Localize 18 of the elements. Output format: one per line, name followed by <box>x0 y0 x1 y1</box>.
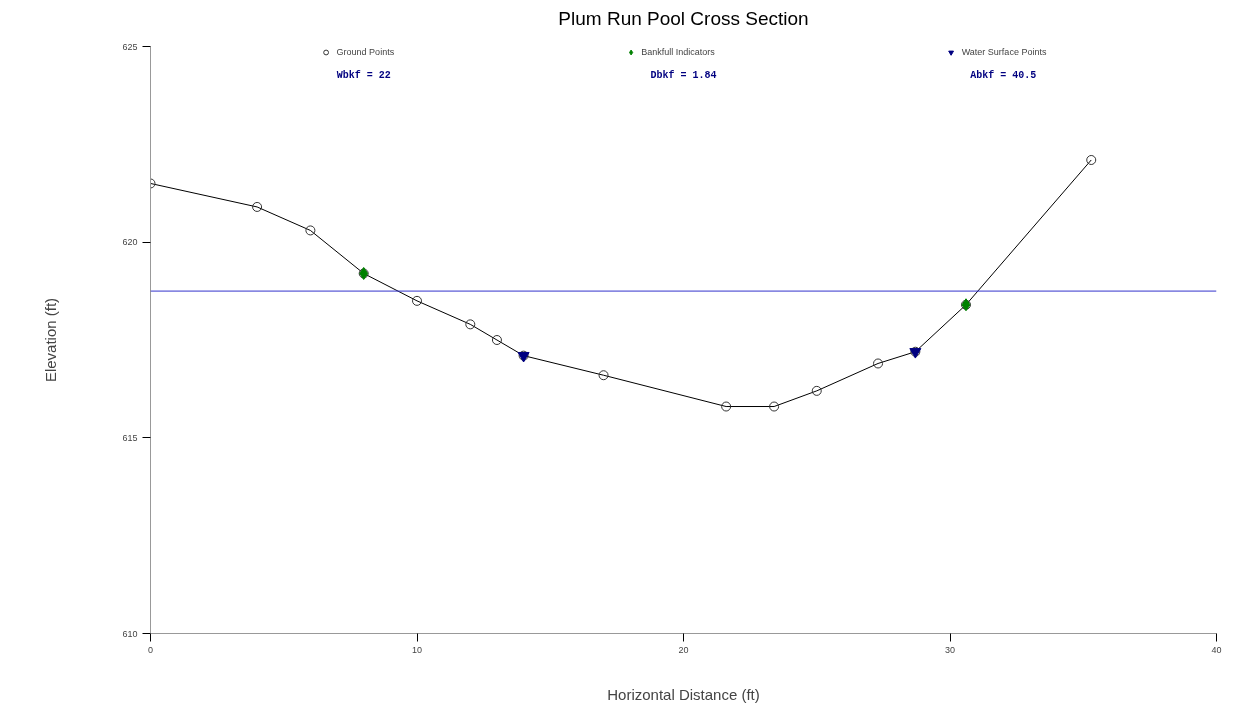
x-tick-label: 10 <box>411 644 423 655</box>
x-axis-title: Horizontal Distance (ft) <box>607 685 760 703</box>
x-tick-label: 0 <box>148 644 154 655</box>
legend-label: Bankfull Indicators <box>641 46 715 58</box>
chart-title: Plum Run Pool Cross Section <box>558 7 809 29</box>
annotation: Abkf = 40.5 <box>970 69 1037 81</box>
x-tick-label: 40 <box>1211 644 1222 655</box>
y-tick-label: 610 <box>122 628 138 639</box>
y-tick-label: 615 <box>122 432 138 443</box>
y-axis-title: Elevation (ft) <box>42 297 60 383</box>
legend-label: Ground Points <box>336 46 395 58</box>
x-tick-label: 30 <box>944 644 956 655</box>
annotation: Dbkf = 1.84 <box>650 69 717 81</box>
annotation: Wbkf = 22 <box>336 69 391 81</box>
y-tick-label: 625 <box>122 41 138 52</box>
legend-label: Water Surface Points <box>961 46 1047 58</box>
x-tick-label: 20 <box>678 644 689 655</box>
y-tick-label: 620 <box>122 237 138 248</box>
